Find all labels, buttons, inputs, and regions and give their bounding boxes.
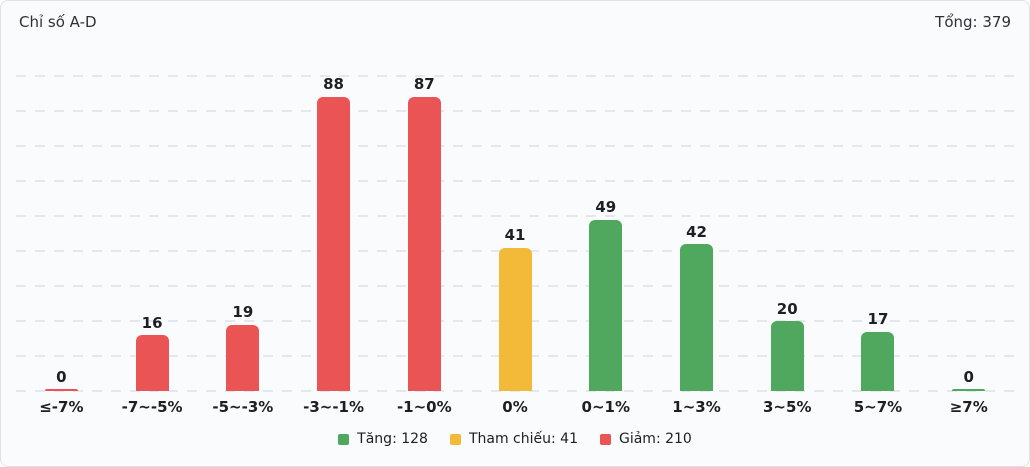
bar[interactable] [407,96,441,391]
legend-label-reference: Tham chiếu: 41 [468,431,578,447]
x-axis-label: 3~5% [763,398,812,416]
bar-value-label: 0 [56,367,67,386]
bar-column: 20 [742,76,833,391]
bar[interactable] [317,96,351,391]
bar-column: 17 [833,76,924,391]
x-axis-label: 1~3% [672,398,721,416]
legend-swatch-up-icon [338,433,350,445]
bar-value-label: 20 [776,299,798,318]
bar-column: 87 [379,76,470,391]
bars-row: 0 16 19 88 87 41 49 42 20 17 0 [16,76,1014,391]
card-header: Chỉ số A-D Tổng: 379 [19,13,1011,31]
page-title: Chỉ số A-D [19,13,97,31]
total-badge: Tổng: 379 [935,13,1011,31]
bar-value-label: 16 [141,313,163,332]
bar-column: 41 [470,76,561,391]
bar-value-label: 42 [686,222,707,241]
x-axis-label: 5~7% [853,398,903,416]
bar-value-label: 17 [867,310,889,328]
bar-column: 0 [16,76,107,391]
bar-value-label: 19 [232,303,254,321]
bar[interactable] [589,219,623,391]
bar-value-label: 88 [323,75,344,93]
plot-area: 0 16 19 88 87 41 49 42 20 17 0 [16,75,1014,392]
bar[interactable] [861,331,895,391]
x-axis-label: -3~-1% [303,398,365,416]
bar-value-label: 49 [595,198,617,216]
x-axis-label: 0% [502,398,528,416]
bar[interactable] [952,389,986,391]
bar-column: 88 [288,76,379,391]
chart-legend: Tăng: 128 Tham chiếu: 41 Giảm: 210 [1,431,1029,447]
bar[interactable] [680,244,713,391]
x-axis-labels: ≤-7% -7~-5% -5~-3% -3~-1% -1~0% 0% 0~1% 1~3% 3~5… [16,398,1014,416]
legend-label-up: Tăng: 128 [357,431,428,447]
bar-value-label: 0 [963,367,974,386]
legend-item-down[interactable]: Giảm: 210 [599,431,692,447]
legend-item-up[interactable]: Tăng: 128 [338,431,428,447]
bar-column: 16 [107,76,198,391]
bar-column: 0 [923,76,1014,391]
bar[interactable] [770,321,804,391]
bar-value-label: 87 [413,75,435,93]
bar-value-label: 41 [504,226,526,244]
bar[interactable] [498,247,532,391]
bar-column: 49 [560,76,651,391]
legend-swatch-down-icon [599,433,611,445]
bar[interactable] [44,389,78,391]
bar-column: 42 [651,76,742,391]
x-axis-label: -7~-5% [121,398,183,416]
bar-column: 19 [197,76,288,391]
x-axis-label: -5~-3% [212,398,274,416]
legend-label-down: Giảm: 210 [618,431,692,447]
x-axis-label: ≤-7% [39,398,84,416]
x-axis-label: ≥7% [949,398,988,416]
x-axis-label: -1~0% [396,398,452,416]
x-axis-label: 0~1% [581,398,631,416]
bar[interactable] [226,324,260,391]
legend-swatch-reference-icon [449,433,461,445]
bar[interactable] [135,335,169,391]
legend-item-reference[interactable]: Tham chiếu: 41 [449,431,578,447]
